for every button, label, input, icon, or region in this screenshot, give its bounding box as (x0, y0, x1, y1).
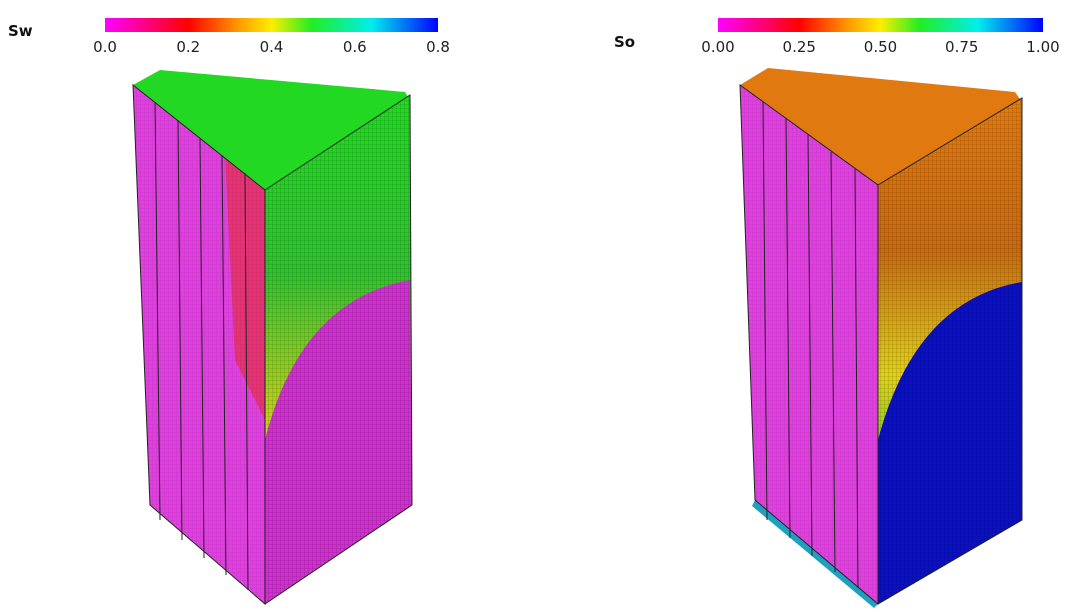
tick-label: 0.50 (864, 38, 897, 56)
tick-label: 0.0 (93, 38, 117, 56)
block (132, 70, 413, 606)
colorbar (105, 18, 438, 32)
block (739, 68, 1023, 608)
tick-label: 0.6 (343, 38, 367, 56)
tick-label: 0.8 (426, 38, 450, 56)
tick-label: 0.75 (945, 38, 978, 56)
colorbar-ticks: 0.00 0.25 0.50 0.75 1.00 (701, 38, 1059, 56)
tick-label: 0.4 (260, 38, 284, 56)
panel-label: Sw (8, 22, 33, 40)
tick-label: 1.00 (1026, 38, 1059, 56)
colorbar (718, 18, 1043, 32)
tick-label: 0.2 (176, 38, 200, 56)
colorbar-ticks: 0.0 0.2 0.4 0.6 0.8 (93, 38, 450, 56)
tick-label: 0.00 (701, 38, 734, 56)
panel-label: So (614, 33, 635, 51)
tick-label: 0.25 (783, 38, 816, 56)
